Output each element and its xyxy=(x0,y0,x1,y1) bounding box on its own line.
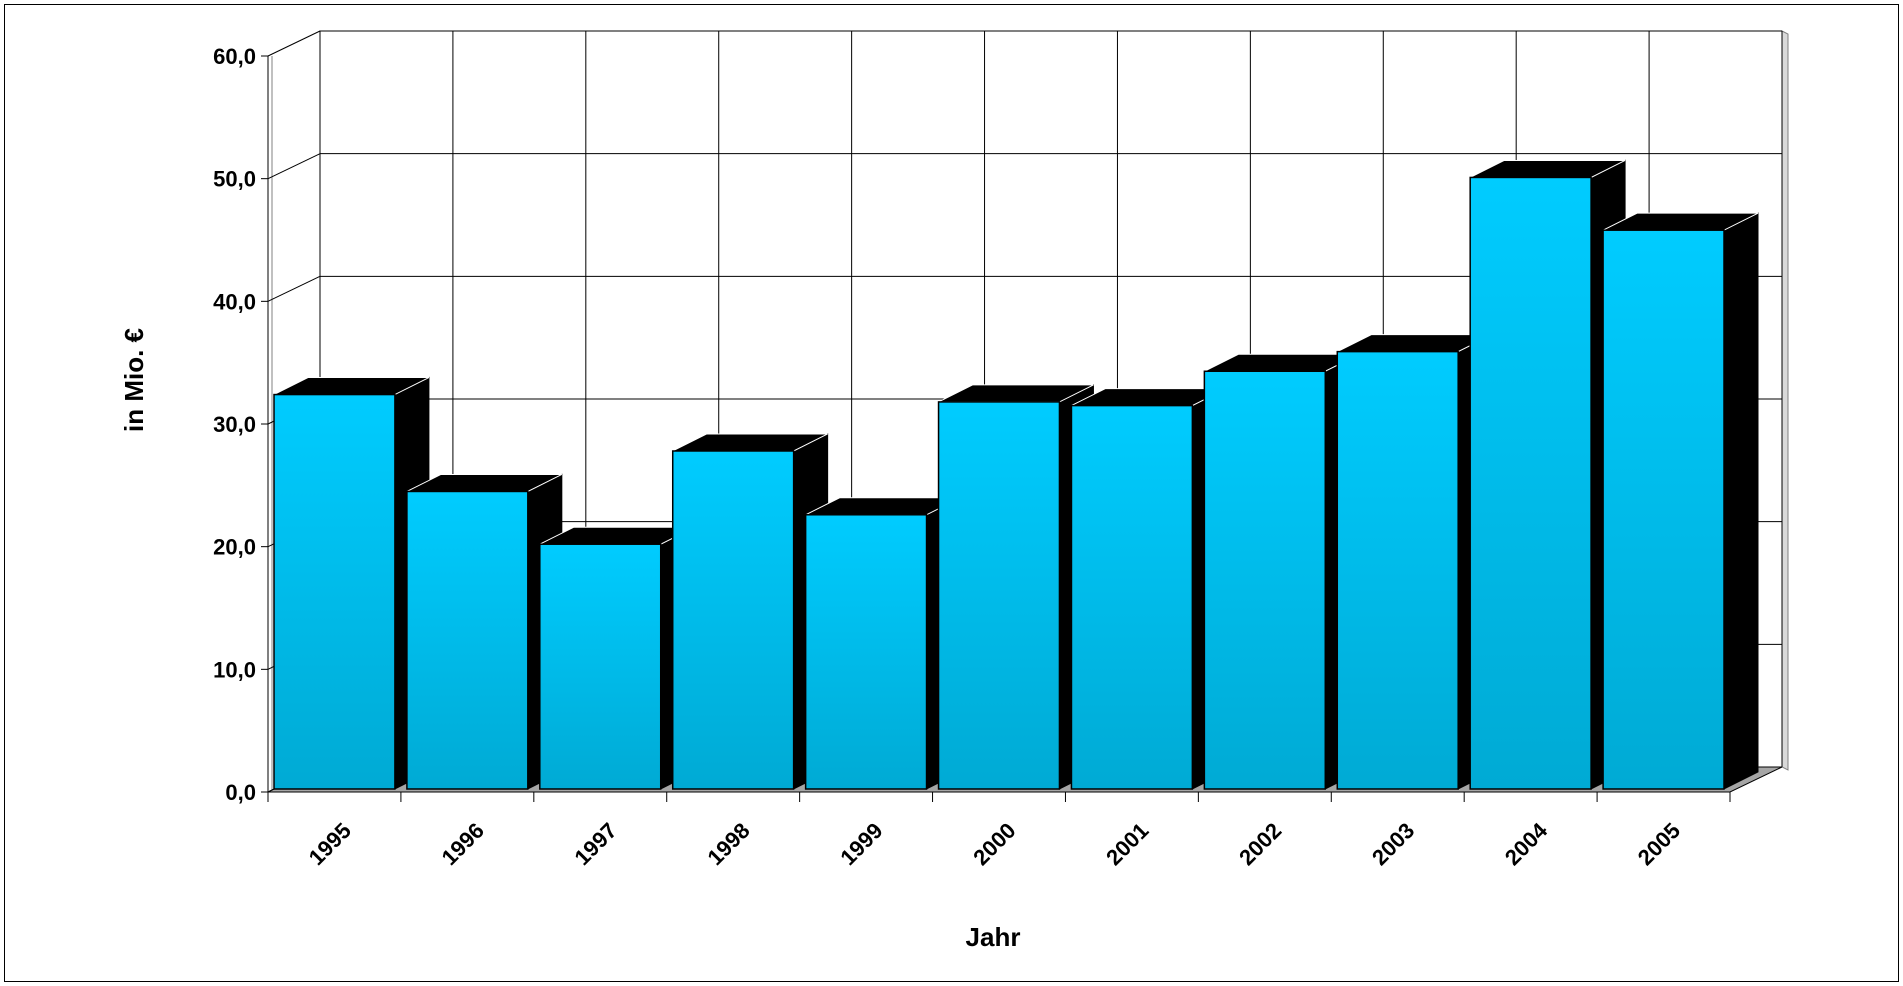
y-axis-title: in Mio. € xyxy=(119,328,149,432)
x-tick-label: 2003 xyxy=(1367,818,1419,870)
x-tick-label: 1998 xyxy=(702,818,754,870)
bars xyxy=(273,159,1759,790)
bar-front xyxy=(539,543,662,790)
back-wall-edge xyxy=(1781,30,1789,771)
y-tick-label: 30,0 xyxy=(213,412,256,437)
bar-front xyxy=(1602,229,1725,790)
y-tick-label: 10,0 xyxy=(213,657,256,682)
bar xyxy=(1070,387,1227,790)
bar xyxy=(406,473,563,790)
x-tick-label: 1996 xyxy=(437,818,489,870)
bar-front xyxy=(1469,176,1592,790)
x-tick-label: 2001 xyxy=(1101,818,1153,870)
bar xyxy=(937,384,1094,790)
y-tick-label: 20,0 xyxy=(213,535,256,560)
x-tick-label: 1999 xyxy=(835,818,887,870)
bar-front xyxy=(1336,350,1459,790)
bar xyxy=(1203,353,1360,790)
side-wall-gridline xyxy=(267,30,321,57)
bar-front xyxy=(273,393,396,790)
y-tick-label: 0,0 xyxy=(225,780,256,805)
bar-front xyxy=(937,401,1061,790)
bar xyxy=(1469,159,1626,790)
bar xyxy=(1602,212,1759,790)
bar-side xyxy=(1723,212,1759,790)
bar xyxy=(1336,333,1493,790)
x-tick-label: 2000 xyxy=(968,818,1020,870)
bar-front xyxy=(804,514,928,790)
bar xyxy=(539,526,696,790)
x-tick-label: 2005 xyxy=(1633,818,1685,870)
x-tick-label: 2004 xyxy=(1500,817,1553,870)
x-tick-label: 1997 xyxy=(570,818,622,870)
y-tick-label: 50,0 xyxy=(213,167,256,192)
bar-front xyxy=(1070,404,1194,790)
bar-front xyxy=(671,450,795,790)
y-tick-label: 40,0 xyxy=(213,289,256,314)
side-wall-gridline xyxy=(267,153,321,180)
bar-front xyxy=(1203,370,1327,790)
bar-front xyxy=(406,490,529,790)
x-axis-title: Jahr xyxy=(966,922,1021,952)
bar xyxy=(804,496,962,790)
y-tick-label: 60,0 xyxy=(213,44,256,69)
side-wall-gridline xyxy=(267,275,321,302)
x-tick-label: 1995 xyxy=(304,818,356,870)
x-axis xyxy=(267,791,1731,802)
x-tick-label: 2002 xyxy=(1234,818,1286,870)
bar xyxy=(671,433,829,790)
bar xyxy=(273,376,430,790)
